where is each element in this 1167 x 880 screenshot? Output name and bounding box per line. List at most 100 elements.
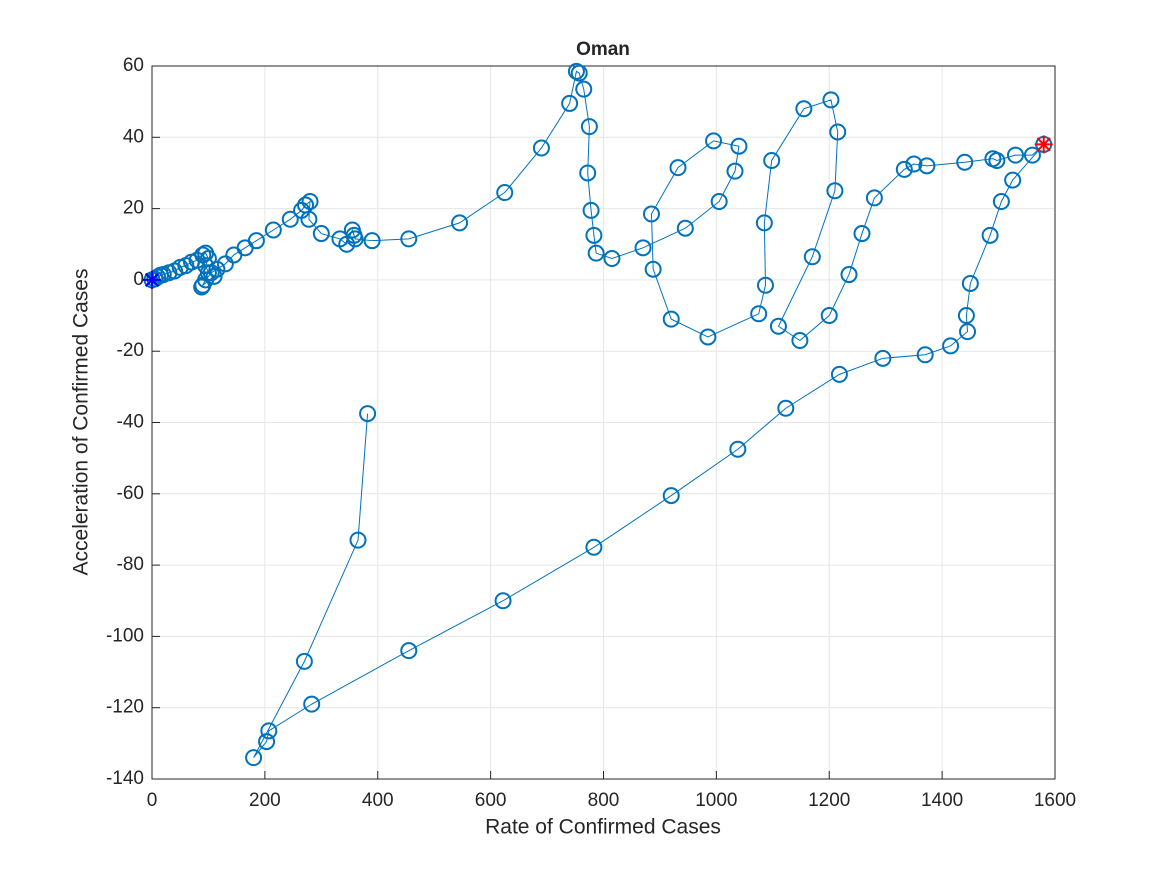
point [905, 155, 923, 173]
point [957, 307, 975, 325]
y-tick-label: -20 [117, 340, 144, 361]
point [726, 162, 744, 180]
point [561, 94, 579, 112]
point [699, 328, 717, 346]
point [295, 652, 313, 670]
point [956, 153, 974, 171]
point [570, 64, 588, 82]
point [916, 346, 934, 364]
point [281, 210, 299, 228]
point [587, 244, 605, 262]
point [582, 201, 600, 219]
y-tick-label: -40 [117, 412, 144, 433]
point [567, 62, 585, 80]
point [634, 239, 652, 257]
y-tick-label: 60 [123, 55, 144, 76]
point [829, 123, 847, 141]
y-tick-label: -60 [117, 483, 144, 504]
y-tick-label: -80 [117, 554, 144, 575]
point [216, 255, 234, 273]
point [494, 592, 512, 610]
point [400, 642, 418, 660]
y-tick-label: -120 [106, 697, 144, 718]
point [830, 365, 848, 383]
x-tick-label: 1200 [808, 790, 850, 811]
point [208, 260, 226, 278]
point [1006, 146, 1024, 164]
x-tick-label: 600 [475, 790, 507, 811]
x-tick-label: 0 [147, 790, 158, 811]
point [840, 266, 858, 284]
point [826, 182, 844, 200]
point [532, 139, 550, 157]
point [349, 531, 367, 549]
point [642, 205, 660, 223]
point [603, 250, 621, 268]
point [1023, 146, 1041, 164]
point [981, 226, 999, 244]
point [585, 538, 603, 556]
point [795, 100, 813, 118]
point [300, 210, 318, 228]
point [730, 137, 748, 155]
point [756, 276, 774, 294]
point [777, 399, 795, 417]
x-axis-label: Rate of Confirmed Cases [485, 816, 721, 839]
point [662, 487, 680, 505]
point [363, 232, 381, 250]
star-marker [1034, 135, 1053, 154]
y-tick-label: 0 [133, 269, 144, 290]
point [312, 225, 330, 243]
chart-title: Oman [576, 39, 630, 60]
point [874, 349, 892, 367]
point [769, 317, 787, 335]
point [575, 80, 593, 98]
point [303, 695, 321, 713]
point [580, 118, 598, 136]
y-tick-label: 40 [123, 126, 144, 147]
point [669, 159, 687, 177]
x-tick-label: 800 [588, 790, 620, 811]
y-axis-label: Acceleration of Confirmed Cases [70, 269, 93, 576]
point [676, 219, 694, 237]
star-marker [143, 270, 161, 289]
series-line [151, 70, 1045, 758]
point [822, 91, 840, 109]
x-tick-label: 1600 [1034, 790, 1076, 811]
point [451, 214, 469, 232]
point [791, 332, 809, 350]
point [988, 151, 1006, 169]
point [959, 323, 977, 341]
point [853, 225, 871, 243]
point [245, 749, 263, 767]
point [763, 151, 781, 169]
point [579, 164, 597, 182]
x-tick-label: 400 [362, 790, 394, 811]
point [705, 132, 723, 150]
point [662, 310, 680, 328]
x-tick-label: 1400 [921, 790, 963, 811]
y-tick-label: -140 [106, 768, 144, 789]
point [895, 160, 913, 178]
point [400, 230, 418, 248]
point [301, 192, 319, 210]
x-tick-label: 200 [249, 790, 281, 811]
point [942, 337, 960, 355]
point [205, 267, 223, 285]
y-tick-label: 20 [123, 198, 144, 219]
point [803, 248, 821, 266]
axes-box [151, 65, 1056, 780]
x-tick-label: 1000 [695, 790, 737, 811]
point [496, 184, 514, 202]
point [247, 232, 265, 250]
point [918, 157, 936, 175]
point [346, 230, 364, 248]
point [1004, 171, 1022, 189]
point [992, 192, 1010, 210]
point [750, 305, 768, 323]
point [729, 440, 747, 458]
point [865, 189, 883, 207]
point [961, 274, 979, 292]
point [644, 260, 662, 278]
